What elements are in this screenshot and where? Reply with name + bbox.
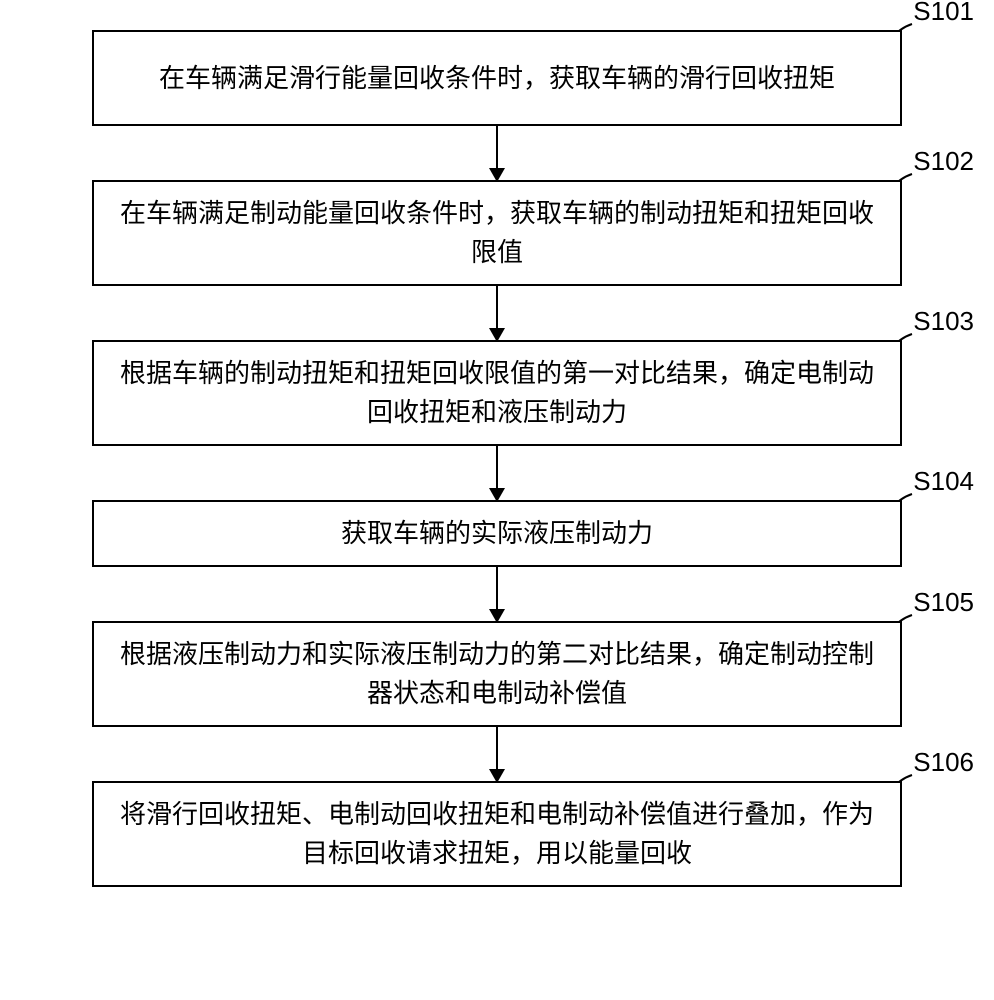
step-text: 在车辆满足制动能量回收条件时，获取车辆的制动扭矩和扭矩回收限值 [114, 194, 880, 272]
flowchart-step-box: 根据液压制动力和实际液压制动力的第二对比结果，确定制动控制器状态和电制动补偿值 [92, 621, 902, 727]
arrow-down [496, 286, 498, 340]
step-label: S103 [913, 306, 974, 337]
step-wrap: S101 在车辆满足滑行能量回收条件时，获取车辆的滑行回收扭矩 [40, 30, 954, 180]
step-wrap: S102 在车辆满足制动能量回收条件时，获取车辆的制动扭矩和扭矩回收限值 [40, 180, 954, 340]
step-wrap: S106 将滑行回收扭矩、电制动回收扭矩和电制动补偿值进行叠加，作为目标回收请求… [40, 781, 954, 887]
step-text: 根据液压制动力和实际液压制动力的第二对比结果，确定制动控制器状态和电制动补偿值 [114, 635, 880, 713]
arrow-down [496, 446, 498, 500]
step-wrap: S105 根据液压制动力和实际液压制动力的第二对比结果，确定制动控制器状态和电制… [40, 621, 954, 781]
step-label: S102 [913, 146, 974, 177]
flowchart-step-box: 根据车辆的制动扭矩和扭矩回收限值的第一对比结果，确定电制动回收扭矩和液压制动力 [92, 340, 902, 446]
step-label: S101 [913, 0, 974, 27]
step-label: S106 [913, 747, 974, 778]
flowchart-container: S101 在车辆满足滑行能量回收条件时，获取车辆的滑行回收扭矩 S102 在车辆… [40, 30, 954, 887]
flowchart-step-box: 获取车辆的实际液压制动力 [92, 500, 902, 567]
step-wrap: S103 根据车辆的制动扭矩和扭矩回收限值的第一对比结果，确定电制动回收扭矩和液… [40, 340, 954, 500]
step-label: S104 [913, 466, 974, 497]
step-text: 在车辆满足滑行能量回收条件时，获取车辆的滑行回收扭矩 [159, 59, 835, 98]
step-wrap: S104 获取车辆的实际液压制动力 [40, 500, 954, 621]
flowchart-step-box: 在车辆满足制动能量回收条件时，获取车辆的制动扭矩和扭矩回收限值 [92, 180, 902, 286]
step-label: S105 [913, 587, 974, 618]
flowchart-step-box: 在车辆满足滑行能量回收条件时，获取车辆的滑行回收扭矩 [92, 30, 902, 126]
arrow-down [496, 567, 498, 621]
step-text: 获取车辆的实际液压制动力 [341, 514, 653, 553]
arrow-down [496, 126, 498, 180]
step-text: 根据车辆的制动扭矩和扭矩回收限值的第一对比结果，确定电制动回收扭矩和液压制动力 [114, 354, 880, 432]
step-text: 将滑行回收扭矩、电制动回收扭矩和电制动补偿值进行叠加，作为目标回收请求扭矩，用以… [114, 795, 880, 873]
arrow-down [496, 727, 498, 781]
flowchart-step-box: 将滑行回收扭矩、电制动回收扭矩和电制动补偿值进行叠加，作为目标回收请求扭矩，用以… [92, 781, 902, 887]
